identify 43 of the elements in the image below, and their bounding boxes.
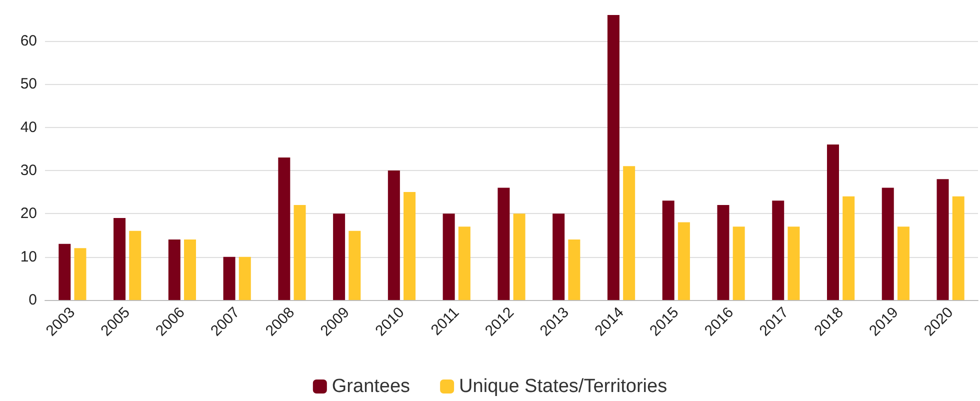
bar [623,166,636,300]
bar [568,240,580,300]
bar [114,218,126,300]
bar [732,226,745,300]
y-tick-label: 0 [28,292,37,308]
bar [184,240,196,300]
bar [552,214,565,300]
bar [129,230,142,300]
bar [58,244,71,300]
bar [717,205,730,300]
bar [168,240,180,300]
bar [458,226,470,300]
bar [388,170,400,300]
y-tick-label: 50 [20,76,37,93]
bar [513,214,526,300]
y-tick-label: 10 [20,248,37,266]
bar [662,200,674,300]
bar [788,226,800,300]
bar [404,192,416,300]
bar [607,15,620,300]
bar [772,200,784,300]
bar [952,196,964,300]
bar [442,214,455,300]
bar [333,214,346,300]
bar [897,226,910,300]
y-tick-label: 30 [20,162,37,179]
bar [278,158,290,300]
y-tick-label: 20 [20,205,37,222]
bar [223,256,236,300]
bar [74,248,86,300]
bar [294,205,306,300]
y-tick-label: 60 [20,32,37,50]
bar [238,256,251,300]
legend-label: Grantees [332,376,410,397]
bar [678,222,690,300]
bar [936,179,949,300]
bar [882,188,894,300]
y-tick-label: 40 [20,118,37,136]
legend-label: Unique States/Territories [459,376,668,397]
bar [498,188,510,300]
bar [826,144,839,300]
bar [842,196,855,300]
bar [348,230,361,300]
